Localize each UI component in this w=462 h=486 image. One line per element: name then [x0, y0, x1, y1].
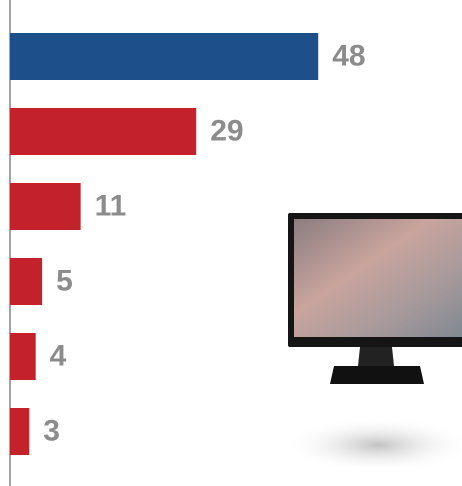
monitor-neck [358, 347, 394, 366]
bar [10, 408, 30, 455]
value-label: 11 [95, 189, 127, 222]
monitor-base [330, 366, 424, 384]
bar [10, 108, 197, 155]
monitor-illustration [283, 213, 462, 473]
shadow [283, 417, 462, 473]
value-label: 48 [332, 39, 365, 72]
bar [10, 333, 36, 380]
value-label: 5 [56, 264, 73, 297]
value-label: 3 [43, 414, 60, 447]
value-label: 4 [50, 339, 67, 372]
bar [10, 33, 319, 80]
value-label: 29 [210, 114, 243, 147]
bar [10, 258, 43, 305]
bar [10, 183, 81, 230]
monitor-screen [294, 219, 462, 337]
